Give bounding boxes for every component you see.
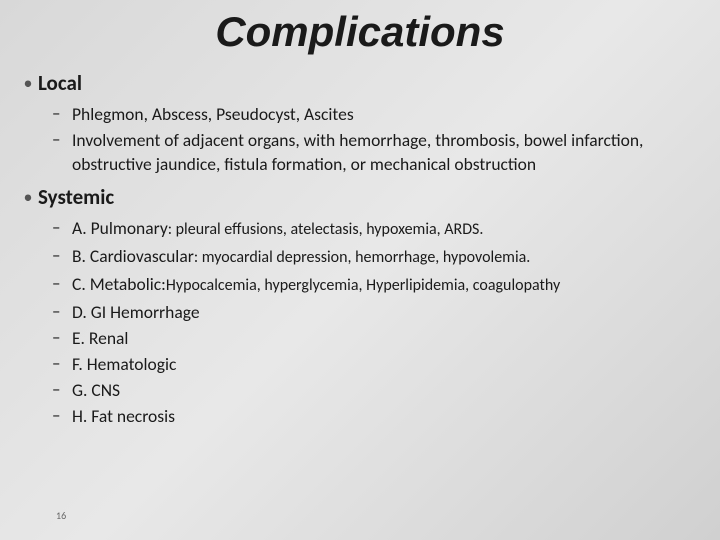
list-item-text: Involvement of adjacent organs, with hem…	[72, 128, 700, 176]
list-item: – Involvement of adjacent organs, with h…	[52, 128, 700, 176]
list-item: – G. CNS	[52, 378, 700, 402]
dash-icon: –	[52, 128, 72, 152]
section-heading-text: Systemic	[38, 184, 114, 210]
slide-content: • Local – Phlegmon, Abscess, Pseudocyst,…	[0, 70, 720, 428]
item-lead: B. Cardiovascular	[72, 245, 194, 267]
dash-icon: –	[52, 300, 72, 324]
list-item-text: C. Metabolic:Hypocalcemia, hyperglycemia…	[72, 272, 560, 298]
list-item-text: G. CNS	[72, 378, 120, 402]
list-item: – D. GI Hemorrhage	[52, 300, 700, 324]
list-item-text: H. Fat necrosis	[72, 404, 175, 428]
bullet-icon: •	[18, 70, 38, 96]
section-heading-systemic: • Systemic	[18, 184, 700, 210]
dash-icon: –	[52, 102, 72, 126]
list-item-text: A. Pulmonary: pleural effusions, atelect…	[72, 216, 483, 242]
list-item-text: F. Hematologic	[72, 352, 176, 376]
dash-icon: –	[52, 216, 72, 240]
dash-icon: –	[52, 272, 72, 296]
dash-icon: –	[52, 404, 72, 428]
item-tail: Hypocalcemia, hyperglycemia, Hyperlipide…	[166, 276, 560, 295]
section-heading-local: • Local	[18, 70, 700, 96]
list-item-text: Phlegmon, Abscess, Pseudocyst, Ascites	[72, 102, 354, 126]
list-item: – E. Renal	[52, 326, 700, 350]
list-item: – F. Hematologic	[52, 352, 700, 376]
list-item-text: E. Renal	[72, 326, 128, 350]
page-number: 16	[56, 509, 66, 522]
item-tail: : myocardial depression, hemorrhage, hyp…	[194, 248, 531, 267]
dash-icon: –	[52, 244, 72, 268]
item-tail: : pleural effusions, atelectasis, hypoxe…	[168, 220, 484, 239]
dash-icon: –	[52, 326, 72, 350]
list-item: – Phlegmon, Abscess, Pseudocyst, Ascites	[52, 102, 700, 126]
dash-icon: –	[52, 352, 72, 376]
list-item: – A. Pulmonary: pleural effusions, atele…	[52, 216, 700, 242]
bullet-icon: •	[18, 184, 38, 210]
section-heading-text: Local	[38, 70, 82, 96]
section-local-items: – Phlegmon, Abscess, Pseudocyst, Ascites…	[18, 102, 700, 176]
dash-icon: –	[52, 378, 72, 402]
list-item-text: D. GI Hemorrhage	[72, 300, 200, 324]
list-item: – C. Metabolic:Hypocalcemia, hyperglycem…	[52, 272, 700, 298]
item-lead: A. Pulmonary	[72, 217, 168, 239]
list-item: – H. Fat necrosis	[52, 404, 700, 428]
list-item-text: B. Cardiovascular: myocardial depression…	[72, 244, 530, 270]
section-systemic-items: – A. Pulmonary: pleural effusions, atele…	[18, 216, 700, 428]
list-item: – B. Cardiovascular: myocardial depressi…	[52, 244, 700, 270]
item-lead: C. Metabolic:	[72, 273, 166, 295]
slide-title: Complications	[0, 0, 720, 70]
